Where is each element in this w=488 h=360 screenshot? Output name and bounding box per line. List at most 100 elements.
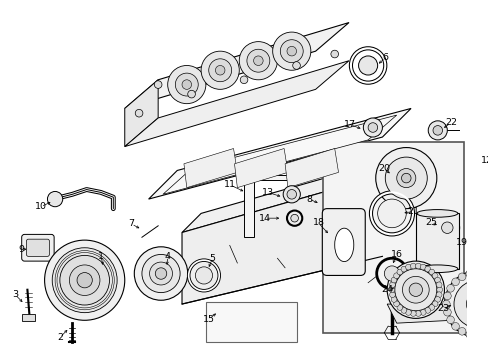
- Circle shape: [149, 262, 172, 285]
- Polygon shape: [285, 149, 338, 188]
- Circle shape: [473, 269, 481, 276]
- Circle shape: [386, 261, 444, 318]
- Circle shape: [47, 192, 62, 207]
- Circle shape: [182, 80, 191, 89]
- Circle shape: [77, 273, 92, 288]
- Circle shape: [389, 282, 394, 288]
- Circle shape: [135, 109, 142, 117]
- Text: 1: 1: [98, 252, 103, 261]
- Circle shape: [394, 269, 436, 311]
- Text: 16: 16: [390, 250, 402, 259]
- Circle shape: [434, 297, 440, 302]
- Circle shape: [420, 264, 425, 270]
- Circle shape: [390, 277, 396, 283]
- Circle shape: [167, 66, 205, 104]
- Circle shape: [400, 307, 406, 313]
- Polygon shape: [124, 23, 348, 108]
- Ellipse shape: [416, 265, 457, 273]
- Text: 2: 2: [57, 333, 63, 342]
- Circle shape: [175, 73, 198, 96]
- Circle shape: [155, 268, 166, 279]
- Circle shape: [481, 331, 488, 338]
- Text: 22: 22: [444, 118, 456, 127]
- Circle shape: [290, 214, 298, 222]
- Ellipse shape: [334, 228, 353, 262]
- Circle shape: [286, 190, 296, 199]
- Circle shape: [434, 277, 440, 283]
- Circle shape: [446, 316, 453, 324]
- Circle shape: [400, 266, 406, 272]
- Circle shape: [424, 307, 430, 313]
- Polygon shape: [148, 108, 410, 199]
- Circle shape: [420, 310, 425, 315]
- Circle shape: [465, 331, 472, 338]
- Circle shape: [451, 323, 458, 330]
- Circle shape: [431, 301, 437, 307]
- Text: 13: 13: [261, 188, 273, 197]
- Circle shape: [330, 50, 338, 58]
- Polygon shape: [182, 175, 382, 304]
- Circle shape: [435, 282, 441, 288]
- Circle shape: [44, 240, 124, 320]
- Circle shape: [384, 266, 399, 281]
- Circle shape: [424, 266, 430, 272]
- Circle shape: [408, 283, 422, 296]
- FancyBboxPatch shape: [26, 239, 49, 256]
- Circle shape: [457, 328, 465, 335]
- Circle shape: [240, 76, 247, 84]
- Circle shape: [52, 248, 117, 312]
- Circle shape: [415, 311, 420, 316]
- Bar: [205, 302, 296, 342]
- Circle shape: [432, 126, 442, 135]
- Circle shape: [215, 66, 224, 75]
- Circle shape: [435, 292, 441, 298]
- Circle shape: [363, 118, 382, 137]
- Circle shape: [396, 168, 415, 188]
- Polygon shape: [234, 149, 287, 188]
- Circle shape: [443, 292, 450, 300]
- Text: 8: 8: [305, 195, 311, 204]
- Circle shape: [272, 32, 310, 70]
- Circle shape: [402, 276, 428, 303]
- Text: 25: 25: [424, 219, 436, 228]
- Ellipse shape: [416, 210, 457, 217]
- Text: 24: 24: [381, 285, 392, 294]
- Polygon shape: [163, 115, 396, 194]
- Circle shape: [428, 305, 434, 310]
- Circle shape: [142, 255, 180, 293]
- Circle shape: [367, 123, 377, 132]
- Text: 12: 12: [480, 156, 488, 165]
- Circle shape: [441, 222, 452, 233]
- Circle shape: [428, 269, 434, 275]
- Bar: [415, 213, 458, 269]
- Circle shape: [69, 265, 100, 296]
- Circle shape: [405, 310, 410, 315]
- Text: 9: 9: [19, 245, 24, 254]
- Circle shape: [60, 255, 109, 305]
- Text: 21: 21: [406, 207, 418, 216]
- Circle shape: [292, 62, 300, 69]
- Bar: [21, 314, 35, 321]
- Circle shape: [409, 311, 415, 316]
- Circle shape: [134, 247, 187, 300]
- Circle shape: [396, 269, 402, 275]
- Text: 4: 4: [164, 252, 170, 261]
- Bar: [323, 142, 464, 333]
- Circle shape: [415, 263, 420, 269]
- Circle shape: [431, 273, 437, 279]
- Circle shape: [409, 263, 415, 269]
- Circle shape: [390, 297, 396, 302]
- Circle shape: [481, 270, 488, 278]
- Circle shape: [427, 121, 447, 140]
- Circle shape: [280, 40, 303, 63]
- Polygon shape: [386, 304, 451, 323]
- Circle shape: [442, 300, 449, 308]
- Circle shape: [385, 157, 427, 199]
- Circle shape: [286, 46, 296, 56]
- Text: 15: 15: [203, 315, 214, 324]
- Circle shape: [405, 264, 410, 270]
- Circle shape: [253, 56, 263, 66]
- Circle shape: [453, 280, 488, 328]
- Circle shape: [246, 49, 269, 72]
- Circle shape: [283, 186, 300, 203]
